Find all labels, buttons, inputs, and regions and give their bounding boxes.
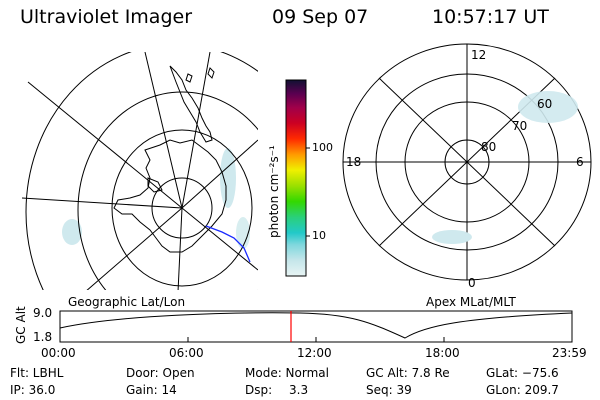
timeline-xtick: 00:00 (41, 346, 76, 360)
geographic-map (22, 52, 258, 290)
colorbar (285, 79, 307, 277)
antarctica-coast (113, 139, 227, 253)
dsp-value: 3.3 (289, 383, 309, 397)
door-info: Door: Open (126, 366, 195, 380)
date-label: 09 Sep 07 (272, 6, 369, 28)
timeline-xtick: 12:00 (297, 346, 332, 360)
altitude-timeline (59, 310, 573, 343)
timeline-xtick: 06:00 (169, 346, 204, 360)
filter-info: Flt: LBHL (10, 366, 64, 380)
instrument-title: Ultraviolet Imager (20, 6, 193, 28)
timeline-ytick-top: 9.0 (33, 306, 53, 320)
island-coast (207, 67, 215, 79)
timeline-xtick: 18:00 (425, 346, 460, 360)
mlat-label-60: 60 (537, 97, 553, 111)
ice-shelf (147, 177, 163, 193)
mlat-label-80: 80 (481, 140, 497, 154)
mlt-label-12: 12 (471, 48, 487, 62)
seq-info: Seq: 39 (366, 383, 412, 397)
coast-blue (205, 225, 251, 263)
dsp-label: Dsp: (245, 383, 273, 397)
gc-alt-info: GC Alt: 7.8 Re (366, 366, 450, 380)
colorbar-tick-10: 10 (312, 229, 326, 242)
altitude-curve (59, 312, 573, 339)
mode-info: Mode: Normal (245, 366, 329, 380)
colorbar-units: photon cm⁻²s⁻¹ (267, 145, 281, 238)
colorbar-tick-100: 100 (312, 141, 333, 154)
island-coast (185, 73, 193, 83)
aurora-patch (432, 230, 472, 244)
mlt-label-0: 0 (468, 276, 476, 290)
magnetic-polar-plot (342, 43, 592, 281)
aurora-patch (518, 91, 578, 123)
mlt-label-6: 6 (576, 155, 584, 169)
mlt-label-18: 18 (346, 155, 362, 169)
glat-info: GLat: −75.6 (486, 366, 559, 380)
mlat-label-70: 70 (512, 119, 528, 133)
timeline-xtick: 23:59 (552, 346, 587, 360)
timeline-ytick-bottom: 1.8 (33, 330, 53, 344)
ip-info: IP: 36.0 (10, 383, 56, 397)
aurora-patch (62, 219, 82, 245)
glon-info: GLon: 209.7 (486, 383, 559, 397)
time-label: 10:57:17 UT (432, 6, 549, 28)
aurora-patch (220, 148, 236, 208)
gain-info: Gain: 14 (126, 383, 177, 397)
geo-panel-label: Geographic Lat/Lon (68, 295, 186, 309)
aurora-patch (236, 217, 250, 249)
mag-panel-label: Apex MLat/MLT (426, 295, 516, 309)
timeline-ylabel: GC Alt (14, 306, 28, 344)
peninsula-coast (169, 65, 213, 143)
